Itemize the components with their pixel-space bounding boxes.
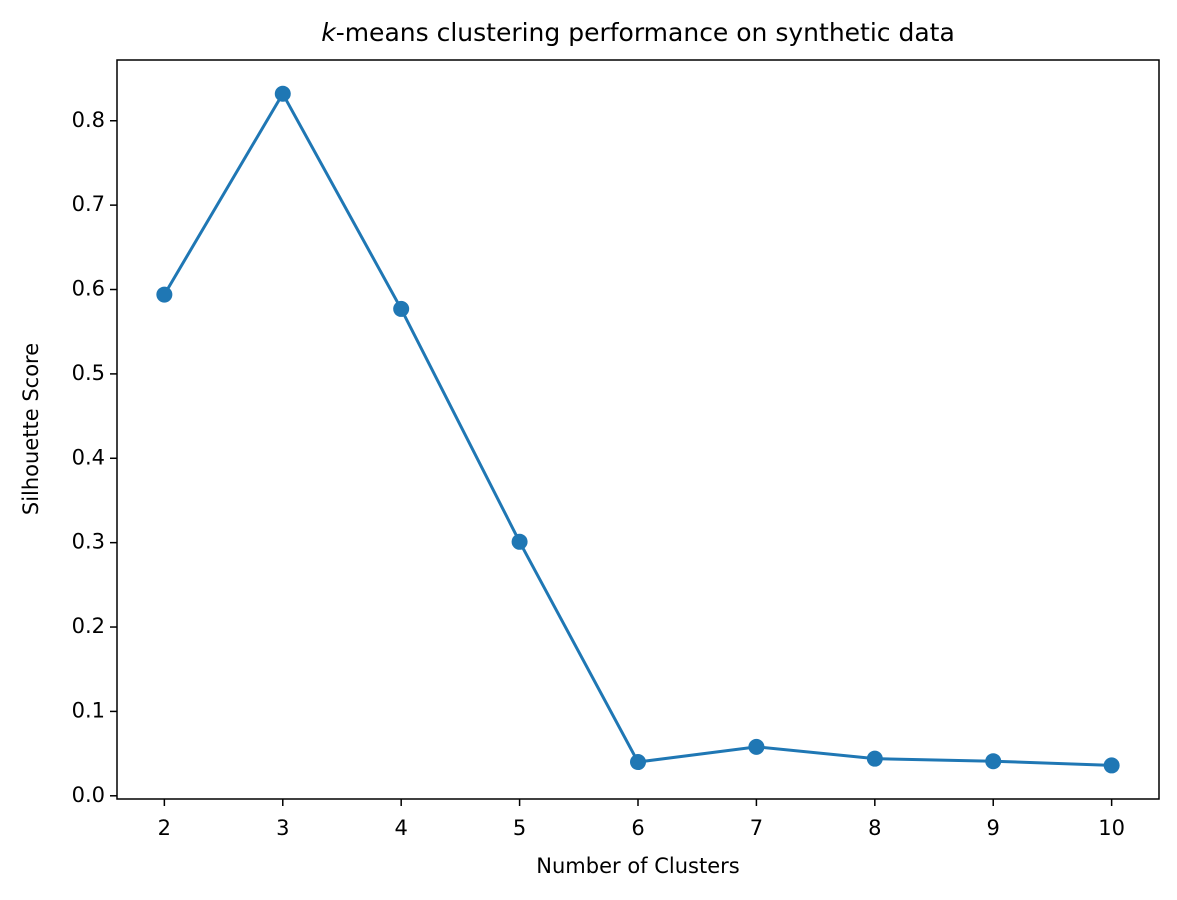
x-tick-label: 9 — [987, 816, 1000, 840]
point — [393, 300, 410, 317]
point — [748, 738, 765, 755]
point — [866, 750, 883, 767]
y-tick-label: 0.5 — [72, 361, 105, 385]
x-tick-label: 3 — [276, 816, 289, 840]
point — [274, 85, 291, 102]
y-tick-label: 0.2 — [72, 614, 105, 638]
line — [163, 90, 1112, 767]
x-tick-label: 10 — [1098, 816, 1125, 840]
x-tick-label: 8 — [868, 816, 881, 840]
point — [511, 533, 528, 550]
x-tick-label: 4 — [394, 816, 407, 840]
y-tick-label: 0.6 — [72, 277, 105, 301]
x-tick-label: 7 — [750, 816, 763, 840]
y-tick-label: 0.4 — [72, 445, 105, 469]
point — [985, 753, 1002, 770]
x-axis-label: Number of Clusters — [536, 854, 739, 878]
y-tick-label: 0.1 — [72, 698, 105, 722]
x-tick-label: 5 — [513, 816, 526, 840]
x-tick-label: 2 — [158, 816, 171, 840]
chart-title: k-means clustering performance on synthe… — [321, 18, 955, 47]
y-axis-label: Silhouette Score — [19, 343, 43, 515]
y-tick-label: 0.8 — [72, 108, 105, 132]
plot-frame — [116, 59, 1160, 800]
x-tick-label: 6 — [631, 816, 644, 840]
point — [630, 754, 646, 771]
y-tick-label: 0.0 — [72, 783, 105, 807]
y-tick-label: 0.7 — [72, 192, 105, 216]
y-tick-label: 0.3 — [72, 530, 105, 554]
point — [1103, 757, 1120, 774]
point — [156, 286, 173, 303]
